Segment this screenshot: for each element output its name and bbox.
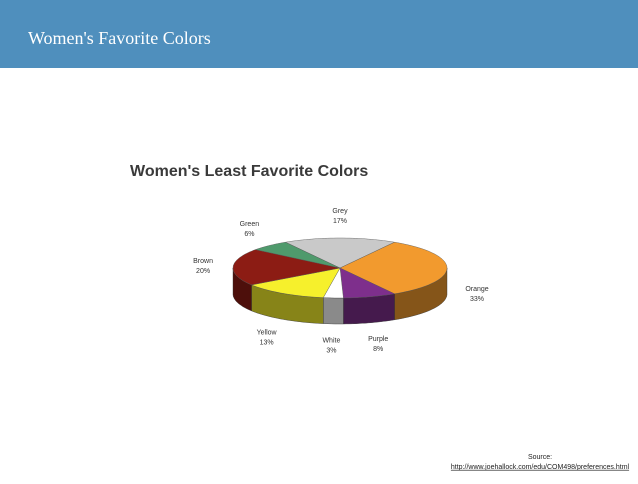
slice-label: Green — [240, 221, 260, 228]
pie-slice — [254, 241, 341, 269]
slide-title: Women's Favorite Colors — [28, 28, 211, 48]
pie-slice — [322, 267, 344, 299]
pie-slice — [284, 237, 396, 269]
chart-title: Women's Least Favorite Colors — [130, 163, 368, 180]
slice-value-label: 33% — [470, 296, 484, 303]
source-label: Source: — [528, 454, 552, 461]
slice-label: Purple — [368, 336, 388, 343]
pie-slice — [250, 267, 341, 298]
slice-value-label: 6% — [244, 231, 254, 238]
pie-slice — [339, 267, 396, 299]
slice-value-label: 20% — [196, 268, 210, 275]
slice-label: White — [322, 338, 340, 345]
slice-value-label: 17% — [333, 218, 347, 225]
slice-label: Brown — [193, 258, 213, 265]
slice-label: Yellow — [257, 330, 278, 337]
header-bar — [0, 0, 638, 68]
pie: Grey 17% Orange 33% Purple 8% White 3% Yellow 13%… — [193, 208, 489, 355]
slice-value-label: 13% — [260, 340, 274, 347]
slice-value-label: 3% — [326, 348, 336, 355]
slice-value-label: 8% — [373, 346, 383, 353]
pie-slice — [232, 249, 341, 286]
source-link[interactable]: http://www.joehallock.com/edu/COM498/pre… — [451, 464, 630, 471]
pie-slice — [339, 241, 448, 295]
pie-side — [323, 297, 344, 325]
slice-label: Grey — [332, 208, 348, 215]
slice-label: Orange — [465, 286, 488, 293]
pie-side — [343, 293, 395, 325]
